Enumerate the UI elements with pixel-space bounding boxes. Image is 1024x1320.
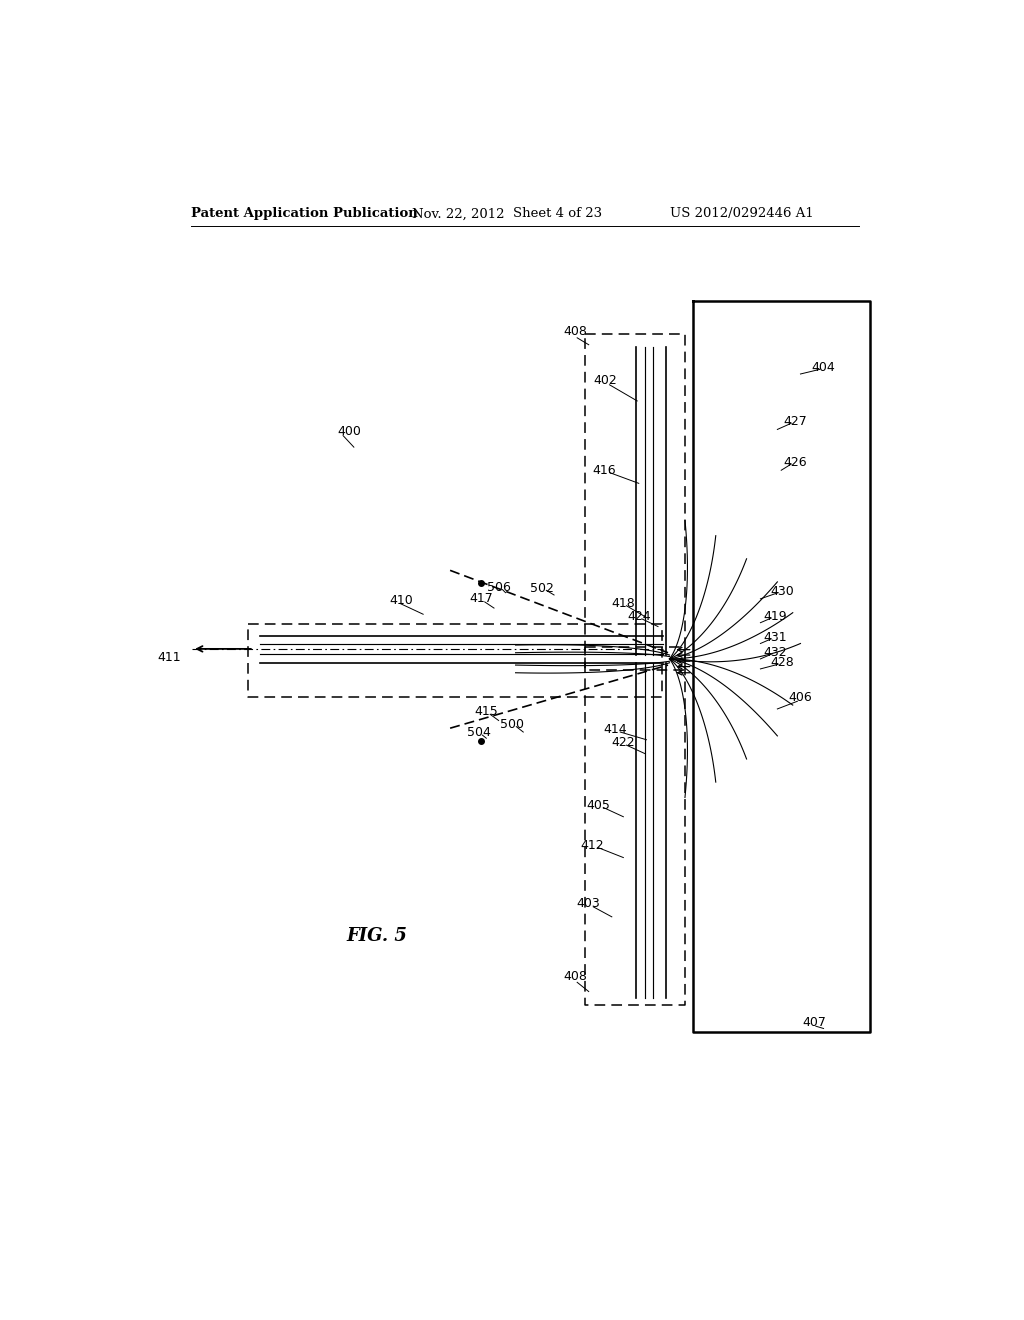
- Text: 402: 402: [594, 374, 617, 387]
- Text: 404: 404: [812, 362, 836, 375]
- Text: 416: 416: [592, 463, 615, 477]
- Text: 504: 504: [467, 726, 490, 739]
- Text: 431: 431: [763, 631, 786, 644]
- Text: 400: 400: [337, 425, 360, 438]
- Text: 414: 414: [604, 723, 628, 737]
- Text: 407: 407: [803, 1016, 826, 1028]
- Text: 427: 427: [783, 416, 807, 428]
- Text: 502: 502: [529, 582, 554, 594]
- Text: 426: 426: [783, 455, 807, 469]
- Text: Sheet 4 of 23: Sheet 4 of 23: [513, 207, 602, 220]
- Text: 415: 415: [474, 705, 498, 718]
- Text: 422: 422: [611, 735, 635, 748]
- Text: 410: 410: [389, 594, 413, 607]
- Text: 412: 412: [581, 838, 604, 851]
- Text: 432: 432: [763, 647, 786, 659]
- Text: 408: 408: [563, 325, 587, 338]
- Text: Nov. 22, 2012: Nov. 22, 2012: [412, 207, 504, 220]
- Text: 417: 417: [469, 593, 493, 606]
- Text: 418: 418: [611, 597, 635, 610]
- Text: FIG. 5: FIG. 5: [346, 927, 408, 945]
- Text: US 2012/0292446 A1: US 2012/0292446 A1: [670, 207, 813, 220]
- Text: 428: 428: [770, 656, 794, 669]
- Text: 408: 408: [563, 970, 587, 983]
- Text: 506: 506: [486, 581, 511, 594]
- Text: 403: 403: [577, 898, 600, 911]
- Text: 419: 419: [763, 610, 786, 623]
- Text: 424: 424: [627, 610, 650, 623]
- Text: 406: 406: [788, 690, 812, 704]
- Text: 411: 411: [157, 651, 180, 664]
- Text: Patent Application Publication: Patent Application Publication: [190, 207, 418, 220]
- Text: 430: 430: [770, 585, 794, 598]
- Text: 500: 500: [500, 718, 523, 731]
- Text: 405: 405: [586, 799, 610, 812]
